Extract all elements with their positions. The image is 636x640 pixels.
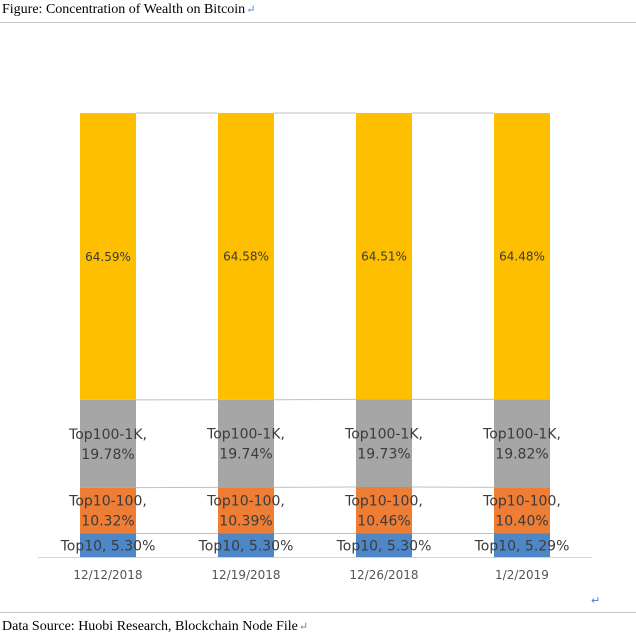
data-label-top10_100: Top10-100,	[206, 493, 285, 509]
bar-segment-top1k_rest	[494, 113, 550, 400]
data-label-top10_100: Top10-100,	[344, 493, 423, 509]
data-label-top10: Top10, 5.29%	[474, 538, 570, 554]
x-tick-label: 12/19/2018	[211, 568, 280, 582]
data-label-top1k_rest: 64.58%	[223, 250, 269, 264]
bar-segment-top100_1k	[356, 399, 412, 488]
data-label-top100_1k: 19.74%	[219, 447, 272, 463]
data-label-top10_100: 10.46%	[357, 513, 410, 529]
data-source-text: Data Source: Huobi Research, Blockchain …	[2, 619, 298, 634]
data-label-top100_1k: Top100-1K,	[68, 427, 147, 443]
data-label-top100_1k: 19.82%	[495, 446, 548, 462]
x-tick-label: 12/26/2018	[349, 568, 418, 582]
data-label-top1k_rest: 64.48%	[499, 250, 545, 264]
bar-segment-top1k_rest	[356, 113, 412, 400]
bar-segment-top100_1k	[80, 399, 136, 488]
paragraph-mark-icon: ↵	[591, 595, 601, 607]
data-label-top10_100: 10.40%	[495, 513, 548, 529]
source-divider	[0, 612, 636, 613]
caption-divider	[0, 22, 636, 23]
bar-segment-top10_100	[356, 487, 412, 534]
figure-caption: Figure: Concentration of Wealth on Bitco…	[2, 2, 255, 18]
data-label-top100_1k: Top100-1K,	[482, 426, 561, 442]
data-source-note: Data Source: Huobi Research, Blockchain …	[2, 619, 308, 635]
data-label-top100_1k: Top100-1K,	[344, 426, 423, 442]
data-label-top100_1k: 19.78%	[81, 447, 134, 463]
bar-segment-top10_100	[80, 487, 136, 534]
bar-segment-top100_1k	[218, 399, 274, 488]
x-tick-label: 12/12/2018	[73, 568, 142, 582]
bar-segment-top100_1k	[494, 399, 550, 488]
data-label-top10_100: 10.39%	[219, 513, 272, 529]
bar-segment-top1k_rest	[218, 112, 274, 400]
x-tick-label: 1/2/2019	[495, 568, 549, 582]
data-label-top100_1k: Top100-1K,	[206, 427, 285, 443]
data-label-top10_100: Top10-100,	[482, 493, 561, 509]
data-label-top1k_rest: 64.51%	[361, 250, 407, 264]
bar-segment-top10	[356, 533, 412, 557]
return-mark-icon: ↵	[246, 4, 256, 16]
data-label-top10_100: 10.32%	[81, 514, 134, 530]
data-label-top10: Top10, 5.30%	[60, 538, 156, 554]
bar-segment-top10	[494, 533, 550, 557]
caption-text: Figure: Concentration of Wealth on Bitco…	[2, 2, 246, 17]
return-mark-icon: ↵	[298, 621, 309, 633]
data-label-top100_1k: 19.73%	[357, 446, 410, 462]
bar-segment-top10_100	[494, 487, 550, 534]
data-label-top1k_rest: 64.59%	[85, 250, 131, 264]
bar-segment-top10	[218, 533, 274, 557]
bar-segment-top10	[80, 533, 136, 557]
data-label-top10: Top10, 5.30%	[198, 538, 294, 554]
wealth-concentration-chart: Top10, 5.30% Top10-100, 10.32% Top100-1K, 19…	[38, 112, 592, 582]
data-label-top10: Top10, 5.30%	[336, 538, 432, 554]
bar-segment-top1k_rest	[80, 113, 136, 400]
data-label-top10_100: Top10-100,	[68, 494, 147, 510]
bar-segment-top10_100	[218, 487, 274, 534]
